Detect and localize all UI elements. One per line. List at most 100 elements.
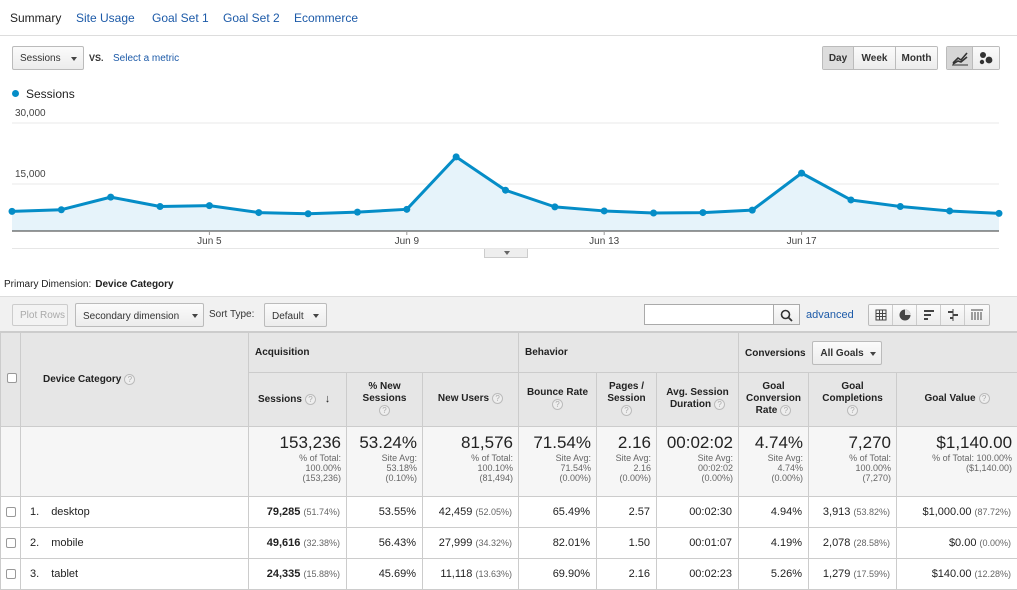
header-goal-conversion-rate[interactable]: Goal Conversion Rate? [738, 372, 810, 427]
new-sessions-cell: 53.55% [346, 496, 423, 528]
help-icon[interactable]: ? [552, 399, 563, 411]
sessions-pct: (32.38%) [303, 538, 340, 548]
pie-view-button[interactable] [893, 305, 917, 325]
sessions-cell: 24,335 (15.88%) [248, 558, 347, 590]
table-search-input[interactable] [644, 304, 774, 325]
help-icon[interactable]: ? [621, 405, 632, 417]
total-goal-conversion-rate-l1: Site Avg: [767, 453, 804, 463]
chevron-down-icon [192, 314, 198, 318]
total-goal-completions-l1: % of Total: [849, 453, 892, 463]
header-sessions[interactable]: Sessions? ↓ [248, 372, 347, 427]
select-all-cell [0, 332, 21, 427]
primary-dimension-label: Primary Dimension: [4, 279, 92, 290]
new-users-value: 27,999 [438, 537, 473, 549]
metric-select[interactable]: Sessions [12, 46, 84, 70]
select-all-checkbox[interactable] [7, 373, 17, 384]
table-row: 3. tablet 24,335 (15.88%) 45.69% 11,118 (… [0, 558, 1017, 590]
tab-site-usage[interactable]: Site Usage [76, 11, 135, 25]
data-point [205, 202, 213, 210]
tab-goal-set-2[interactable]: Goal Set 2 [223, 11, 280, 25]
help-icon[interactable]: ? [124, 373, 136, 385]
pivot-view-button[interactable] [965, 305, 989, 325]
sessions-pct: (15.88%) [303, 569, 340, 579]
help-icon[interactable]: ? [304, 393, 316, 405]
tab-summary[interactable]: Summary [10, 11, 62, 25]
header-bounce-rate[interactable]: Bounce Rate? [518, 372, 597, 427]
help-icon[interactable]: ? [780, 405, 792, 417]
help-icon[interactable]: ? [714, 399, 726, 411]
search-icon [780, 309, 793, 322]
new-sessions-cell: 56.43% [346, 527, 423, 559]
table-view-button[interactable] [869, 305, 893, 325]
header-pages-session[interactable]: Pages / Session? [596, 372, 657, 427]
new-users-value: 42,459 [438, 506, 473, 518]
total-sessions: 153,236% of Total: 100.00% (153,236) [248, 426, 347, 497]
new-users-cell: 27,999 (34.32%) [422, 527, 519, 559]
week-button[interactable]: Week [854, 47, 896, 69]
sessions-chart: 30,000 15,000 Jun 5 Jun 9 Jun 13 Jun 17 [8, 108, 1003, 249]
header-new-users[interactable]: New Users? [422, 372, 519, 427]
total-new-sessions-value: 53.24% [359, 433, 417, 452]
tab-goal-set-1[interactable]: Goal Set 1 [152, 11, 209, 25]
chart-resize-handle[interactable] [484, 249, 528, 258]
tab-ecommerce[interactable]: Ecommerce [294, 11, 359, 25]
help-icon[interactable]: ? [847, 405, 859, 417]
device-category-cell: 2. mobile [20, 527, 249, 559]
chart-view-toggle [946, 46, 1000, 70]
new-users-value: 11,118 [440, 568, 473, 580]
header-device-category[interactable]: Device Category? [20, 332, 249, 427]
plot-rows-button[interactable]: Plot Rows [12, 304, 68, 326]
total-sessions-l3: (153,236) [302, 473, 341, 483]
data-point [650, 209, 658, 217]
total-sessions-l2: 100.00% [305, 463, 341, 473]
performance-view-button[interactable] [917, 305, 941, 325]
header-behavior: Behavior [517, 332, 740, 373]
new-users-cell: 11,118 (13.63%) [422, 558, 519, 590]
vs-label: VS. [89, 53, 104, 63]
data-point [896, 202, 904, 210]
total-new-sessions: 53.24% Site Avg: 53.18% (0.10%) [346, 426, 423, 497]
total-new-sessions-l1: Site Avg: [381, 453, 417, 463]
header-avg-session[interactable]: Avg. Session Duration? [655, 372, 740, 427]
header-new-sessions[interactable]: % New Sessions? [346, 372, 423, 427]
row-checkbox[interactable] [5, 538, 16, 549]
search-button[interactable] [774, 304, 800, 325]
goal-completions-cell: 3,913 (53.82%) [808, 496, 898, 528]
line-chart-button[interactable] [947, 47, 973, 69]
total-bounce-rate-l1: Site Avg: [555, 453, 591, 463]
sessions-cell: 79,285 (51.74%) [248, 496, 347, 528]
device-category-link[interactable]: tablet [51, 568, 79, 580]
month-button[interactable]: Month [896, 47, 937, 69]
secondary-dimension-select[interactable]: Secondary dimension [75, 303, 204, 327]
secondary-dimension-label: Secondary dimension [83, 311, 180, 322]
motion-chart-button[interactable] [973, 47, 999, 69]
device-category-link[interactable]: desktop [51, 506, 90, 518]
goal-completions-value: 3,913 [822, 506, 851, 518]
data-point [8, 207, 16, 215]
header-goal-value[interactable]: Goal Value? [896, 372, 1017, 427]
row-checkbox[interactable] [5, 569, 16, 580]
total-goal-completions-value: 7,270 [848, 433, 892, 452]
sort-type-select[interactable]: Default [264, 303, 327, 327]
help-icon[interactable]: ? [379, 405, 390, 417]
goals-select[interactable]: All Goals [812, 340, 883, 365]
select-metric-link[interactable]: Select a metric [113, 53, 180, 64]
table-toolbar: Plot Rows Secondary dimension Sort Type:… [0, 296, 1017, 332]
help-icon[interactable]: ? [492, 393, 504, 405]
goal-completions-cell: 1,279 (17.59%) [808, 558, 898, 590]
total-sessions-l1: % of Total: [299, 453, 341, 463]
device-category-link[interactable]: mobile [51, 537, 84, 549]
day-button[interactable]: Day [823, 47, 854, 69]
total-pages-session-l1: Site Avg: [615, 453, 651, 463]
advanced-filter-link[interactable]: advanced [806, 309, 854, 321]
comparison-view-button[interactable] [941, 305, 965, 325]
total-pages-session-value: 2.16 [617, 433, 651, 452]
totals-row: 153,236% of Total: 100.00% (153,236) 53.24… [0, 426, 1017, 497]
help-icon[interactable]: ? [978, 393, 990, 405]
row-checkbox-cell [0, 496, 21, 528]
device-category-header-label: Device Category [43, 374, 122, 386]
total-bounce-rate-l3: (0.00%) [559, 473, 591, 483]
chevron-down-icon [870, 351, 877, 356]
header-goal-completions[interactable]: Goal Completions? [808, 372, 898, 427]
row-checkbox[interactable] [5, 507, 16, 518]
